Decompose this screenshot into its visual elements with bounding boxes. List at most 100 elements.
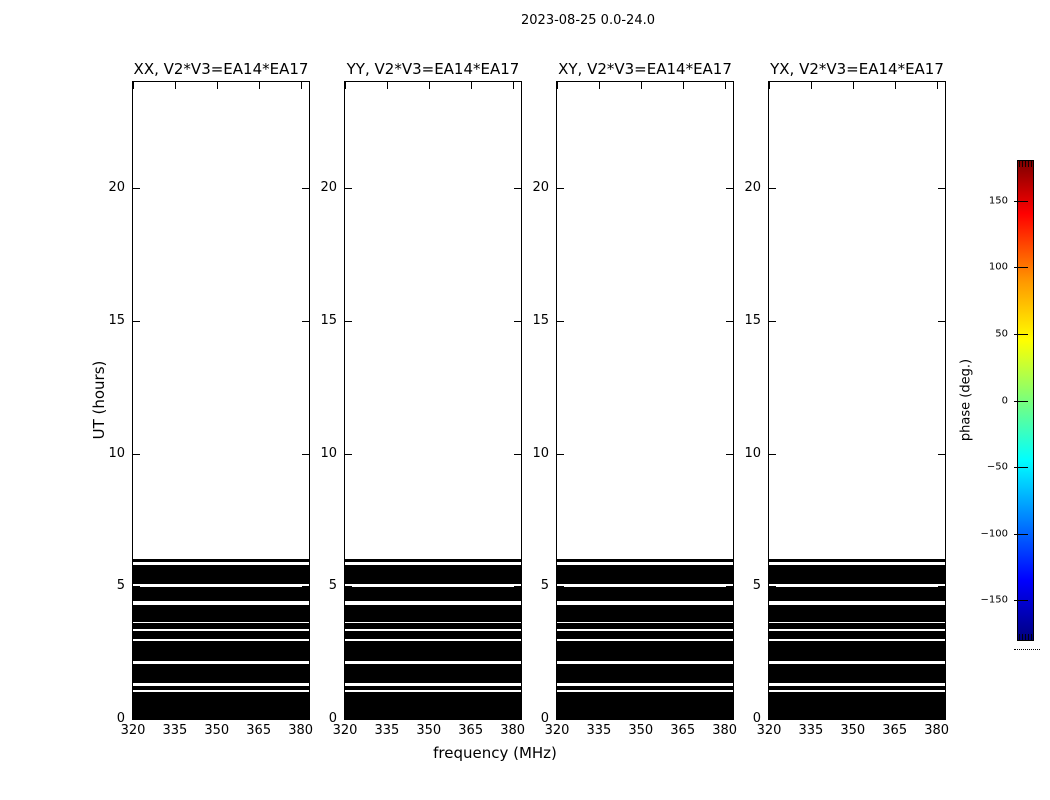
colorbar-tick-label: 150 (988, 195, 1008, 207)
data-band (133, 631, 309, 639)
x-tick-label: 350 (204, 723, 230, 738)
y-tick-label: 15 (108, 312, 125, 328)
data-band (769, 564, 945, 584)
x-tick-mark (640, 82, 642, 89)
y-tick-label: 20 (744, 180, 761, 196)
data-band (557, 623, 733, 629)
y-tick-mark (726, 453, 733, 455)
x-tick-mark (852, 712, 854, 719)
data-band (133, 586, 309, 601)
y-tick-mark (557, 586, 564, 588)
x-tick-label: 365 (246, 723, 272, 738)
x-tick-mark (682, 712, 684, 719)
x-tick-mark (557, 82, 558, 89)
y-tick-label: 0 (540, 711, 549, 726)
colorbar-tick-label: 0 (1001, 395, 1008, 406)
data-band (769, 604, 945, 622)
x-tick-mark (769, 712, 770, 719)
y-tick-mark (514, 719, 521, 720)
y-tick-label: 0 (116, 711, 125, 726)
subplot-xx: XX, V2*V3=EA14*EA17 320 335 350 365 380 0 5 10 1… (108, 60, 313, 738)
data-band (769, 586, 945, 601)
y-tick-mark (514, 320, 521, 322)
x-tick-mark (428, 82, 430, 89)
data-band (345, 692, 521, 719)
data-band (345, 685, 521, 691)
x-tick-label: 320 (120, 723, 146, 738)
y-tick-mark (514, 453, 521, 455)
x-tick-label: 380 (924, 723, 950, 738)
data-band (133, 623, 309, 629)
y-tick-label: 20 (108, 180, 125, 196)
x-tick-mark (640, 712, 642, 719)
x-tick-label: 365 (458, 723, 484, 738)
data-band (345, 604, 521, 622)
data-band (557, 640, 733, 662)
colorbar-tick-label: −100 (980, 528, 1008, 540)
x-tick-mark (682, 82, 684, 89)
data-band (557, 604, 733, 622)
x-tick-label: 335 (162, 723, 188, 738)
x-tick-mark (216, 82, 218, 89)
data-band (133, 664, 309, 684)
x-tick-mark (936, 82, 938, 89)
x-tick-mark (174, 82, 176, 89)
y-tick-mark (133, 320, 140, 322)
subplot-yy: YY, V2*V3=EA14*EA17 320 335 350 365 380 0 5 10 1… (320, 60, 525, 738)
y-tick-mark (302, 320, 309, 322)
y-tick-mark (938, 453, 945, 455)
y-tick-label: 15 (320, 312, 337, 328)
x-tick-mark (724, 712, 726, 719)
x-tick-mark (894, 712, 896, 719)
y-tick-mark (769, 586, 776, 588)
data-band (769, 558, 945, 562)
x-tick-mark (258, 712, 260, 719)
data-band (557, 685, 733, 691)
x-tick-mark (936, 712, 938, 719)
y-tick-mark (302, 586, 309, 588)
y-axis-label: UT (hours) (90, 360, 108, 440)
y-tick-mark (726, 719, 733, 720)
x-tick-label: 335 (374, 723, 400, 738)
colorbar-tick-mark (1014, 400, 1028, 402)
y-tick-mark (938, 586, 945, 588)
data-band (133, 640, 309, 662)
subplot-title: XY, V2*V3=EA14*EA17 (558, 60, 732, 78)
y-tick-mark (726, 320, 733, 322)
x-tick-label: 350 (628, 723, 654, 738)
x-tick-mark (512, 82, 514, 89)
x-tick-mark (724, 82, 726, 89)
y-tick-label: 20 (532, 180, 549, 196)
colorbar-tick-mark (1014, 267, 1028, 269)
y-tick-mark (726, 586, 733, 588)
colorbar-tick-mark (1014, 467, 1028, 469)
y-tick-mark (938, 320, 945, 322)
y-tick-label: 5 (752, 578, 761, 594)
y-tick-mark (133, 453, 140, 455)
y-tick-mark (514, 188, 521, 190)
y-tick-label: 10 (744, 445, 761, 461)
x-tick-mark (810, 82, 812, 89)
data-band (345, 564, 521, 584)
data-band (769, 623, 945, 629)
y-tick-mark (557, 453, 564, 455)
y-tick-label: 15 (744, 312, 761, 328)
data-band (345, 586, 521, 601)
x-tick-label: 320 (544, 723, 570, 738)
y-tick-mark (769, 719, 776, 720)
colorbar-hatch-top-icon (1019, 161, 1032, 167)
x-tick-label: 335 (798, 723, 824, 738)
data-band (133, 558, 309, 562)
data-band (345, 640, 521, 662)
x-tick-mark (769, 82, 770, 89)
colorbar-tick-label: −50 (986, 461, 1008, 473)
colorbar-tick-label: 100 (988, 261, 1008, 273)
data-band (345, 623, 521, 629)
x-tick-mark (428, 712, 430, 719)
colorbar-hatch-bottom-icon (1019, 634, 1032, 640)
x-tick-mark (345, 712, 346, 719)
y-tick-mark (345, 453, 352, 455)
x-tick-mark (133, 712, 134, 719)
data-band (769, 685, 945, 691)
